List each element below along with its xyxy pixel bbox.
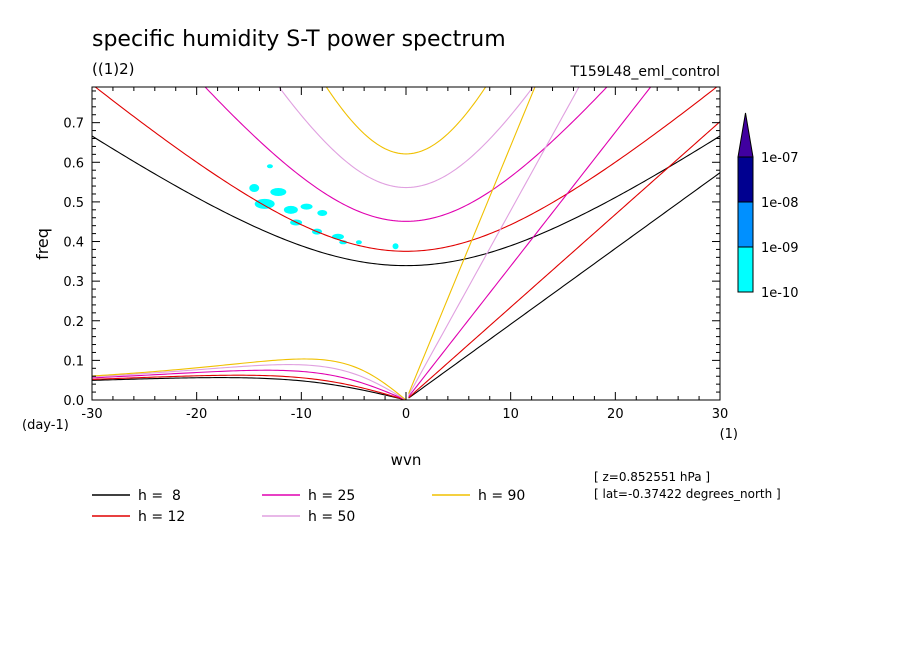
rossby-curve-h50: [92, 364, 407, 400]
inertia-gravity-curve-h8: [92, 135, 720, 267]
y-tick-label: 0.2: [63, 315, 84, 330]
inertia-gravity-curve-h12: [94, 87, 718, 252]
colorbar-label: 1e-10: [761, 286, 799, 301]
colorbar-label: 1e-08: [761, 196, 799, 211]
legend-label: h = 90: [478, 488, 525, 504]
x-tick-label: 20: [607, 407, 624, 422]
contour-region: [300, 203, 313, 210]
colorbar: 1e-07 1e-08 1e-09 1e-10: [737, 112, 799, 301]
legend: h = 8 h = 12 h = 25 h = 50 h = 90: [92, 488, 525, 525]
z-level-label: [ z=0.852551 hPa ]: [594, 470, 710, 484]
kelvin-curve-h8: [408, 172, 720, 399]
contour-region: [266, 164, 273, 169]
colorbar-segment: [737, 246, 754, 293]
contour-region: [283, 205, 298, 214]
inertia-gravity-curve-h25: [204, 87, 608, 222]
plot-frame: [91, 86, 721, 401]
legend-label: h = 50: [308, 509, 355, 525]
y-tick-label: 0.0: [63, 394, 84, 409]
rossby-curve-h8: [92, 377, 407, 400]
kelvin-curve-h90: [408, 87, 536, 394]
power-contours: [249, 164, 399, 250]
y-tick-label: 0.4: [63, 236, 84, 251]
dispersion-curves: [92, 87, 720, 400]
rossby-curve-h12: [92, 374, 407, 400]
legend-label: h = 12: [138, 509, 185, 525]
x-unit-label: (1): [720, 427, 738, 442]
contour-region: [392, 243, 399, 250]
run-name: T159L48_eml_control: [569, 64, 720, 80]
y-tick-label: 0.7: [63, 117, 84, 132]
x-tick-label: -30: [81, 407, 102, 422]
x-axis-label: wvn: [391, 451, 422, 469]
contour-region: [317, 209, 328, 216]
axis-ticks: -30 -20 -10 0 10 20 30 0.0 0.1 0.2 0.3 0.4 0.5 0.6 0.7: [63, 87, 728, 422]
contour-region: [254, 198, 275, 209]
colorbar-label: 1e-09: [761, 241, 799, 256]
kelvin-curve-h50: [408, 87, 580, 396]
x-tick-label: 30: [712, 407, 729, 422]
colorbar-triangle: [737, 112, 754, 158]
inertia-gravity-curve-h50: [278, 87, 534, 189]
chart-subtitle: ((1)2): [92, 60, 135, 78]
kelvin-curve-h12: [408, 121, 720, 399]
contour-region: [270, 187, 287, 196]
legend-label: h = 25: [308, 488, 355, 504]
legend-label: h = 8: [138, 488, 181, 504]
contour-region: [355, 240, 362, 245]
x-tick-label: -20: [186, 407, 207, 422]
x-tick-label: -10: [291, 407, 312, 422]
x-tick-label: 10: [502, 407, 519, 422]
y-axis-label: freq: [33, 228, 52, 260]
colorbar-label: 1e-07: [761, 151, 799, 166]
y-tick-label: 0.5: [63, 196, 84, 211]
y-unit-label: (day-1): [22, 418, 69, 433]
kelvin-curve-h25: [408, 87, 652, 397]
y-tick-label: 0.1: [63, 354, 84, 369]
rossby-curve-h25: [92, 369, 407, 400]
contour-region: [249, 184, 260, 193]
x-tick-label: 0: [402, 407, 410, 422]
y-tick-label: 0.3: [63, 275, 84, 290]
colorbar-segment: [737, 156, 754, 203]
inertia-gravity-curve-h90: [325, 87, 487, 155]
colorbar-segment: [737, 201, 754, 248]
y-tick-label: 0.6: [63, 156, 84, 171]
contour-region: [331, 233, 344, 240]
rossby-curve-h90: [92, 358, 407, 400]
chart-title: specific humidity S-T power spectrum: [92, 27, 506, 52]
latitude-label: [ lat=-0.37422 degrees_north ]: [594, 487, 781, 501]
